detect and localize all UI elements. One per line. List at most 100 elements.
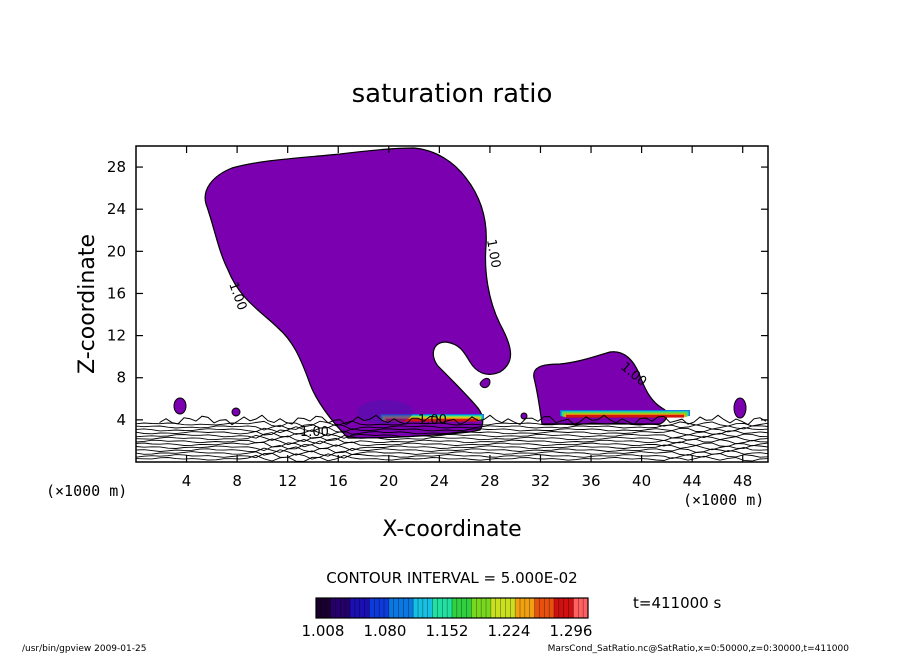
colorbar-segment (471, 598, 477, 618)
colorbar-segment (422, 598, 429, 618)
y-tick-label: 4 (116, 411, 126, 429)
colorbar-segment (505, 598, 511, 618)
isoline (136, 437, 768, 446)
x-tick-label: 24 (430, 472, 449, 490)
colorbar-segment (529, 598, 535, 618)
colorbar-segment (558, 598, 565, 618)
colorbar-segment (554, 598, 560, 618)
isoline (136, 444, 768, 451)
colorbar-segment (539, 598, 545, 618)
x-tick-label: 48 (733, 472, 752, 490)
isoline (136, 423, 768, 431)
colorbar-segment (466, 598, 472, 618)
high-saturation-band (566, 414, 684, 418)
colorbar-segment (359, 598, 365, 618)
colorbar-segment (461, 598, 467, 618)
colorbar-frame (315, 597, 589, 619)
colorbar-segment (374, 598, 380, 618)
colorbar-segment (350, 598, 356, 618)
saturated-region (204, 147, 512, 439)
colorbar-tick-label: 1.080 (364, 622, 407, 640)
colorbar-segment (481, 598, 487, 618)
colorbar-segment (524, 598, 531, 618)
colorbar-segment (515, 598, 521, 618)
colorbar-segment (510, 598, 516, 618)
isoline (136, 432, 768, 439)
colorbar-segment (544, 598, 550, 618)
colorbar-tick-label: 1.008 (302, 622, 345, 640)
colorbar-segment (325, 598, 331, 618)
saturated-blob (173, 397, 187, 415)
contour-value-label: 1.00 (418, 413, 447, 428)
contour-value-label: 1.00 (300, 425, 329, 440)
y-tick-label: 12 (107, 327, 126, 345)
y-tick-label: 8 (116, 369, 126, 387)
y-tick-label: 28 (107, 158, 126, 176)
colorbar-segment (354, 598, 361, 618)
colorbar-segment (568, 598, 574, 618)
colorbar-segment (495, 598, 501, 618)
x-tick-label: 8 (232, 472, 242, 490)
colorbar-segment (320, 598, 327, 618)
x-tick-label: 40 (632, 472, 651, 490)
colorbar-segment (316, 598, 322, 618)
contour-value-label: 1.00 (483, 238, 503, 269)
colorbar-segment (418, 598, 424, 618)
colorbar-segment (364, 598, 370, 618)
colorbar-segment (388, 598, 395, 618)
colorbar-segment (408, 598, 414, 618)
x-tick-label: 36 (581, 472, 600, 490)
x-tick-label: 20 (379, 472, 398, 490)
colorbar-segment (447, 598, 453, 618)
chart-title: saturation ratio (352, 79, 553, 109)
colorbar-segment (369, 598, 375, 618)
colorbar-segment (393, 598, 399, 618)
saturated-blob (231, 407, 241, 417)
colorbar-segment (427, 598, 433, 618)
near-surface-contour (159, 414, 767, 426)
x-tick-label: 12 (278, 472, 297, 490)
x-tick-label: 32 (531, 472, 550, 490)
isoline (136, 434, 768, 442)
isoline (136, 452, 768, 460)
contour-interval-label: CONTOUR INTERVAL = 5.000E-02 (326, 569, 577, 587)
colorbar-segment (432, 598, 438, 618)
y-tick-label: 16 (107, 284, 126, 302)
colorbar-segment (384, 598, 390, 618)
colorbar-segment (456, 598, 463, 618)
colorbar-segment (534, 598, 540, 618)
y-tick-label: 24 (107, 200, 126, 218)
colorbar-segment (563, 598, 569, 618)
colorbar-segment (398, 598, 404, 618)
colorbar-segment (578, 598, 584, 618)
y-unit-label: (×1000 m) (46, 482, 127, 500)
colorbar-segment (452, 598, 458, 618)
colorbar-segment (345, 598, 351, 618)
time-label: t=411000 s (633, 594, 721, 612)
x-tick-label: 16 (329, 472, 348, 490)
x-tick-label: 4 (182, 472, 192, 490)
plot-frame (135, 145, 769, 463)
colorbar-segment (573, 598, 579, 618)
colorbar-segment (330, 598, 336, 618)
colorbar-segment (500, 598, 506, 618)
colorbar-segment (583, 598, 589, 618)
colorbar-segment (413, 598, 419, 618)
colorbar-segment (335, 598, 341, 618)
colorbar-segment (340, 598, 346, 618)
colorbar-segment (549, 598, 555, 618)
saturated-blob (520, 412, 528, 420)
colorbar-segment (403, 598, 409, 618)
colorbar-segment (379, 598, 385, 618)
colorbar (315, 597, 589, 619)
isoline (136, 454, 768, 462)
colorbar-segment (476, 598, 482, 618)
high-saturation-band (386, 418, 478, 422)
colorbar-segment (437, 598, 443, 618)
colorbar-tick-label: 1.152 (426, 622, 469, 640)
y-axis-title: Z-coordinate (75, 234, 100, 374)
isoline (136, 449, 768, 457)
x-axis-title: X-coordinate (382, 517, 521, 542)
colorbar-tick-label: 1.224 (488, 622, 531, 640)
